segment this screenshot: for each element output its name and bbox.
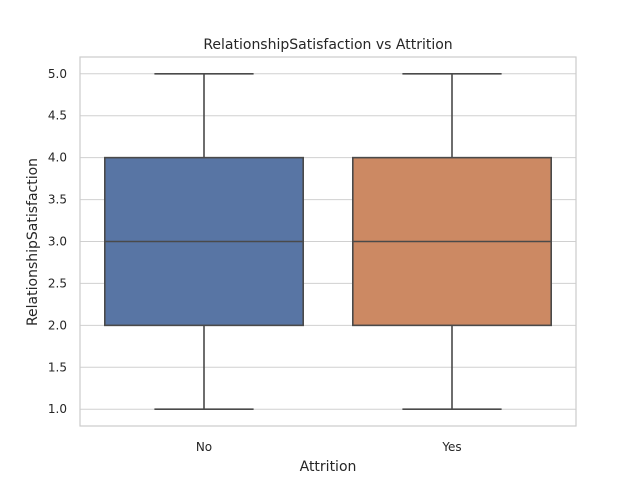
x-tick-label: Yes: [441, 440, 461, 454]
y-tick-label: 3.0: [48, 235, 67, 249]
x-tick-label: No: [196, 440, 212, 454]
box-yes: [353, 74, 551, 409]
x-axis-label: Attrition: [300, 459, 357, 475]
box-no: [105, 74, 303, 409]
y-tick-label: 4.0: [48, 151, 67, 165]
y-tick-label: 5.0: [48, 67, 67, 81]
y-tick-label: 2.0: [48, 318, 67, 332]
y-tick-labels: 1.0 1.5 2.0 2.5 3.0 3.5 4.0 4.5 5.0: [48, 67, 67, 416]
y-tick-label: 2.5: [48, 276, 67, 290]
x-tick-labels: No Yes: [196, 440, 462, 454]
y-tick-label: 3.5: [48, 193, 67, 207]
y-axis-label: RelationshipSatisfaction: [25, 158, 41, 326]
y-tick-label: 1.0: [48, 402, 67, 416]
y-tick-label: 4.5: [48, 109, 67, 123]
y-tick-label: 1.5: [48, 360, 67, 374]
chart-title: RelationshipSatisfaction vs Attrition: [203, 37, 452, 53]
